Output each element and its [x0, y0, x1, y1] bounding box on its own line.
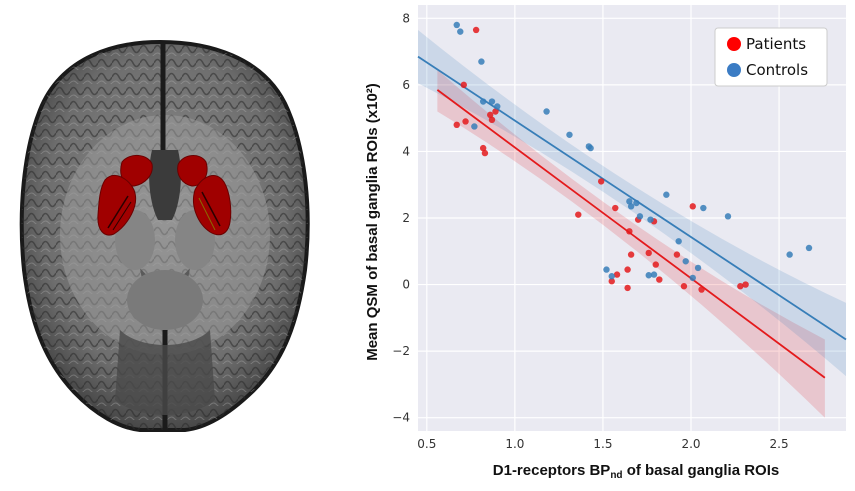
controls-data-point	[453, 21, 460, 29]
patients-data-point	[673, 251, 681, 258]
patients-data-point	[460, 81, 467, 89]
patients-data-point	[608, 278, 615, 285]
controls-data-point	[650, 271, 658, 278]
controls-data-point	[633, 199, 640, 207]
controls-data-point	[675, 238, 682, 245]
patients-data-point	[453, 121, 460, 129]
controls-data-point	[627, 203, 635, 210]
controls-data-point	[805, 244, 813, 252]
x-tick-label: 2.5	[770, 437, 789, 451]
patients-data-point	[698, 286, 705, 293]
x-tick-label: 1.0	[505, 437, 524, 451]
patients-data-point	[575, 211, 582, 218]
patients-data-point	[488, 116, 496, 124]
patients-data-point	[597, 178, 605, 185]
controls-data-point	[608, 273, 615, 280]
controls-data-point	[488, 98, 496, 105]
patients-data-point	[462, 118, 469, 125]
patients-data-point	[656, 276, 663, 283]
brain-mri-image	[19, 39, 310, 432]
patients-data-point	[626, 228, 633, 235]
y-axis-label: Mean QSM of basal ganglia ROIs (x10²)	[364, 83, 381, 361]
controls-data-point	[543, 108, 550, 115]
controls-data-point	[636, 213, 644, 220]
y-tick-labels: −4 −2 0 2 4 6 8	[392, 11, 410, 424]
y-tick-label: 0	[402, 278, 410, 292]
y-tick-label: −2	[392, 344, 410, 358]
y-tick-label: 8	[402, 11, 410, 25]
controls-data-point	[626, 198, 633, 205]
patients-data-point	[742, 281, 749, 288]
legend-patients-marker	[727, 37, 741, 51]
x-tick-label: 2.0	[681, 437, 700, 451]
y-tick-label: 2	[402, 211, 410, 225]
patients-data-point	[627, 251, 635, 258]
patients-data-point	[689, 203, 696, 210]
patients-data-point	[481, 149, 489, 157]
controls-data-point	[663, 191, 670, 198]
y-tick-label: 6	[402, 78, 410, 92]
controls-data-point	[682, 258, 689, 265]
patients-data-point	[612, 204, 619, 212]
controls-data-point	[724, 213, 732, 220]
y-tick-label: 4	[402, 144, 410, 158]
patients-data-point	[479, 144, 487, 152]
y-tick-label: −4	[392, 411, 410, 425]
controls-data-point	[457, 28, 464, 35]
controls-data-point	[478, 58, 485, 65]
basal-ganglia-rois	[97, 155, 232, 236]
x-tick-label: 0.5	[417, 437, 436, 451]
controls-data-point	[494, 103, 501, 110]
legend-patients-label: Patients	[746, 35, 806, 53]
controls-data-point	[694, 264, 702, 272]
patients-data-point	[624, 266, 631, 273]
right-putamen-roi	[193, 175, 232, 236]
controls-data-point	[689, 274, 696, 282]
controls-data-point	[645, 272, 652, 279]
controls-data-point	[603, 266, 610, 273]
legend-controls-marker	[727, 63, 741, 77]
patients-data-point	[680, 283, 688, 290]
left-putamen-roi	[97, 175, 136, 236]
controls-data-point	[786, 251, 793, 258]
data-points	[453, 21, 813, 293]
patients-data-point	[737, 283, 744, 290]
x-axis-label: D1-receptors BPnd of basal ganglia ROIs	[493, 462, 779, 481]
controls-data-point	[587, 144, 594, 152]
legend-controls-label: Controls	[746, 61, 808, 79]
patients-data-point	[652, 261, 659, 268]
patients-data-point	[624, 284, 631, 292]
controls-data-point	[471, 123, 478, 130]
patients-data-point	[472, 26, 480, 34]
controls-data-point	[647, 216, 654, 223]
x-tick-labels: 0.5 1.0 1.5 2.0 2.5	[417, 437, 788, 451]
controls-data-point	[479, 98, 487, 105]
legend: Patients Controls	[714, 27, 828, 87]
controls-data-point	[566, 131, 573, 138]
patients-data-point	[487, 111, 494, 119]
x-tick-label: 1.5	[593, 437, 612, 451]
controls-data-point	[700, 204, 707, 212]
controls-regression-line	[417, 55, 847, 341]
patients-data-point	[613, 271, 621, 278]
patients-confidence-band	[437, 69, 825, 418]
patients-data-point	[492, 108, 499, 115]
patients-data-point	[645, 249, 652, 257]
